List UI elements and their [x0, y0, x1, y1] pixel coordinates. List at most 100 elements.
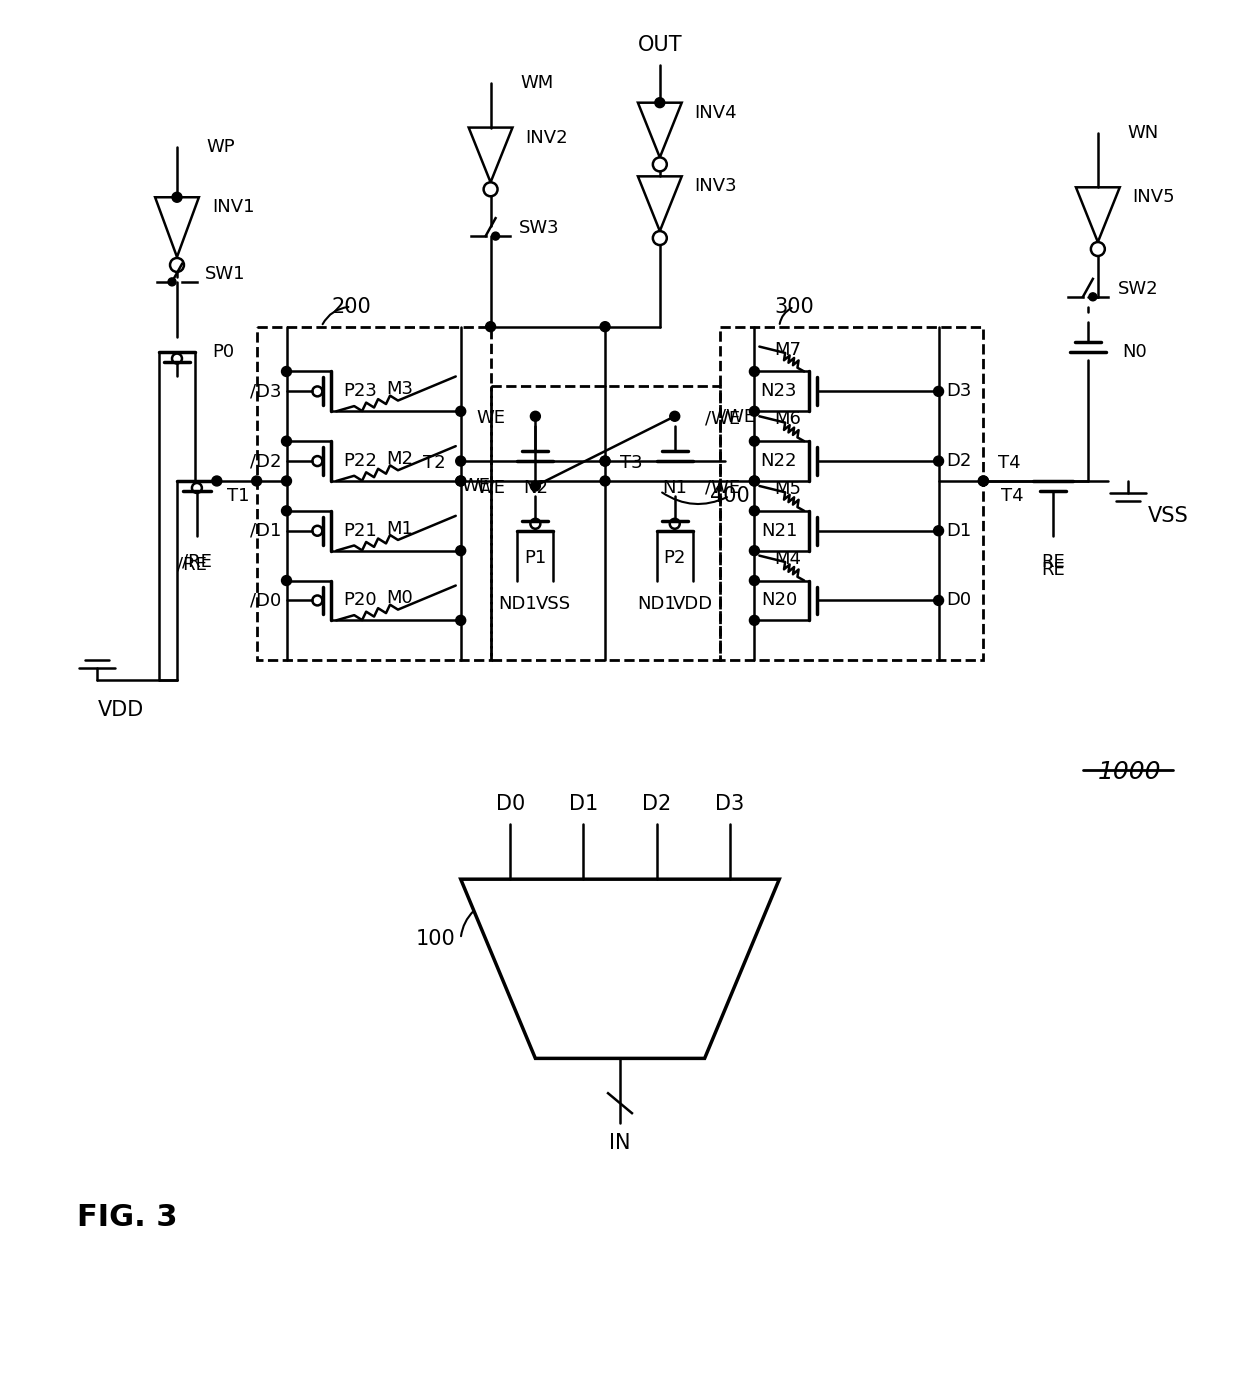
Circle shape	[456, 456, 466, 466]
Circle shape	[600, 322, 610, 332]
Text: N1: N1	[662, 478, 687, 497]
Text: P20: P20	[343, 592, 377, 610]
Circle shape	[486, 322, 496, 332]
Circle shape	[169, 278, 176, 285]
Circle shape	[456, 546, 466, 555]
Circle shape	[491, 232, 500, 241]
Text: ND1: ND1	[637, 596, 676, 614]
Circle shape	[281, 476, 291, 485]
Circle shape	[749, 546, 759, 555]
Text: 1000: 1000	[1097, 760, 1162, 783]
Circle shape	[934, 386, 944, 396]
Text: T1: T1	[227, 487, 249, 505]
Circle shape	[456, 476, 466, 485]
Text: WN: WN	[1127, 123, 1159, 141]
Circle shape	[934, 596, 944, 606]
Text: WM: WM	[521, 74, 554, 92]
Text: /WE: /WE	[704, 410, 740, 427]
Text: WE: WE	[461, 477, 491, 495]
Text: RE: RE	[1042, 561, 1065, 579]
Text: /WE: /WE	[719, 407, 755, 425]
Text: IN: IN	[609, 1133, 631, 1153]
Text: D0: D0	[496, 795, 525, 814]
Circle shape	[749, 367, 759, 376]
Text: /D1: /D1	[250, 522, 281, 540]
Circle shape	[600, 456, 610, 466]
Circle shape	[978, 476, 988, 485]
Circle shape	[252, 476, 262, 485]
Text: FIG. 3: FIG. 3	[77, 1203, 179, 1233]
Text: 300: 300	[774, 297, 815, 316]
Circle shape	[456, 616, 466, 625]
Circle shape	[749, 476, 759, 485]
Text: /RE: /RE	[177, 555, 207, 574]
Circle shape	[749, 436, 759, 446]
Text: N0: N0	[1122, 343, 1147, 361]
Circle shape	[531, 481, 541, 491]
Text: P1: P1	[525, 548, 547, 567]
Text: VSS: VSS	[536, 596, 570, 614]
Text: N22: N22	[760, 452, 797, 470]
Text: /WE: /WE	[704, 478, 740, 497]
Text: M3: M3	[386, 381, 413, 399]
Text: P23: P23	[343, 382, 377, 400]
Circle shape	[531, 411, 541, 421]
Text: M0: M0	[386, 589, 413, 607]
Circle shape	[281, 367, 291, 376]
Text: /RE: /RE	[182, 553, 212, 571]
Circle shape	[212, 476, 222, 485]
Text: /D3: /D3	[250, 382, 281, 400]
Text: VDD: VDD	[672, 596, 713, 614]
Text: INV4: INV4	[694, 104, 738, 122]
Text: /D0: /D0	[250, 592, 281, 610]
Text: D1: D1	[946, 522, 972, 540]
Circle shape	[600, 476, 610, 485]
Text: D3: D3	[946, 382, 972, 400]
Text: T4: T4	[1001, 487, 1023, 505]
Circle shape	[749, 616, 759, 625]
Text: 400: 400	[709, 485, 749, 506]
Text: T3: T3	[620, 455, 642, 471]
Circle shape	[281, 575, 291, 586]
Circle shape	[749, 575, 759, 586]
Text: INV2: INV2	[526, 129, 568, 147]
Text: N2: N2	[523, 478, 548, 497]
Text: P22: P22	[343, 452, 377, 470]
Circle shape	[749, 406, 759, 417]
Text: D2: D2	[642, 795, 671, 814]
Text: D1: D1	[569, 795, 598, 814]
Text: ND1: ND1	[498, 596, 537, 614]
Circle shape	[670, 411, 680, 421]
Circle shape	[600, 456, 610, 466]
Text: D2: D2	[946, 452, 972, 470]
Text: 200: 200	[331, 297, 371, 316]
Text: RE: RE	[1042, 553, 1065, 571]
Text: SW3: SW3	[518, 220, 559, 236]
Circle shape	[749, 506, 759, 516]
Text: M1: M1	[386, 520, 413, 537]
Circle shape	[749, 476, 759, 485]
Text: VDD: VDD	[98, 700, 144, 720]
Text: M4: M4	[774, 550, 801, 568]
Circle shape	[934, 526, 944, 536]
Text: SW1: SW1	[205, 264, 246, 283]
Text: VSS: VSS	[1148, 506, 1188, 526]
Text: P21: P21	[343, 522, 377, 540]
Circle shape	[456, 476, 466, 485]
Text: N21: N21	[761, 522, 797, 540]
Text: INV1: INV1	[212, 199, 254, 217]
Text: M2: M2	[386, 450, 413, 469]
Text: P2: P2	[663, 548, 686, 567]
Circle shape	[456, 406, 466, 417]
Text: WE: WE	[476, 410, 506, 427]
Text: D3: D3	[715, 795, 744, 814]
Text: M7: M7	[774, 340, 801, 358]
Text: P0: P0	[212, 343, 234, 361]
Text: OUT: OUT	[637, 35, 682, 55]
Circle shape	[978, 476, 988, 485]
Text: T4: T4	[998, 455, 1021, 471]
Text: 100: 100	[415, 929, 456, 949]
Text: T2: T2	[423, 455, 446, 471]
Text: /D2: /D2	[250, 452, 281, 470]
Text: WP: WP	[207, 139, 236, 157]
